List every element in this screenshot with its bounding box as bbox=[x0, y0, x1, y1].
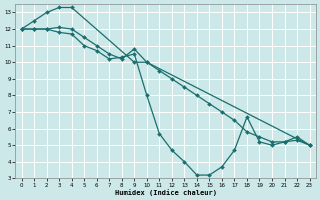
X-axis label: Humidex (Indice chaleur): Humidex (Indice chaleur) bbox=[115, 189, 217, 196]
